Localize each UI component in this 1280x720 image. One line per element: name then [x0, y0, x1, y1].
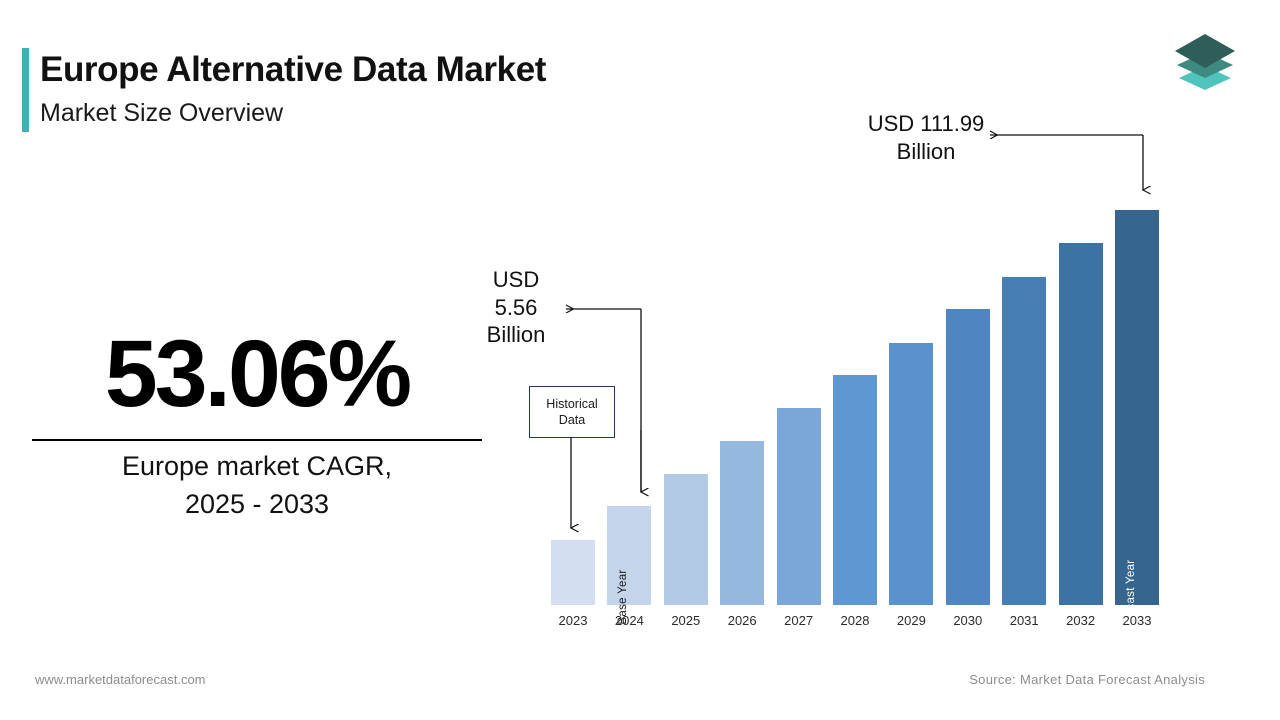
start-value-line-3: Billion: [486, 322, 546, 347]
historical-data-line-1: Historical: [546, 396, 598, 411]
end-value-line-2: Billion: [896, 138, 956, 164]
x-tick-2032: 2032: [1066, 613, 1096, 628]
bar-2029: [889, 343, 934, 605]
x-tick-2023: 2023: [558, 613, 588, 628]
bar-2031: [1002, 277, 1047, 605]
bar-2030: [945, 309, 990, 605]
start-value-callout: USD 5.56 Billion: [452, 266, 580, 349]
cagr-divider: [32, 439, 482, 441]
start-value-line-1: USD: [492, 267, 540, 292]
cagr-value: 53.06%: [104, 321, 412, 427]
page-subtitle: Market Size Overview: [40, 99, 284, 127]
bar-2028: [833, 375, 877, 605]
x-tick-2029: 2029: [896, 613, 926, 628]
page-title: Europe Alternative Data Market: [40, 50, 547, 89]
bar-2032: [1058, 243, 1103, 605]
bar-2027: [776, 408, 821, 605]
bar-2025: [663, 474, 708, 605]
x-tick-2033: 2033: [1122, 613, 1152, 628]
stacked-layers-logo: [1163, 28, 1247, 98]
x-tick-2031: 2031: [1009, 613, 1039, 628]
x-tick-2026: 2026: [727, 613, 757, 628]
footer-source: Source: Market Data Forecast Analysis: [969, 672, 1205, 687]
bar-2023: [551, 540, 595, 605]
bar-2033: Forecast Year: [1115, 210, 1159, 634]
footer-website[interactable]: www.marketdataforecast.com: [35, 672, 206, 687]
bar-2024: Base Year: [607, 506, 652, 625]
x-tick-2030: 2030: [953, 613, 983, 628]
cagr-caption-line-2: 2025 - 2033: [184, 489, 330, 520]
cagr-caption-line-1: Europe market CAGR,: [121, 451, 393, 481]
end-value-callout: USD 111.99 Billion: [840, 110, 1012, 165]
x-tick-2025: 2025: [671, 613, 701, 628]
x-tick-2027: 2027: [784, 613, 814, 628]
end-value-line-1: USD 111.99: [867, 111, 985, 136]
start-value-line-2: 5.56: [494, 294, 538, 320]
historical-data-box: Historical Data: [529, 386, 615, 438]
title-accent-bar: [22, 48, 29, 132]
logo-layer-top: [1175, 34, 1235, 68]
cagr-caption: Europe market CAGR, 2025 - 2033: [32, 447, 482, 524]
x-tick-2024: 2024: [614, 613, 644, 628]
bar-2026: [720, 441, 765, 605]
historical-data-line-2: Data: [558, 413, 586, 427]
x-tick-2028: 2028: [840, 613, 870, 628]
